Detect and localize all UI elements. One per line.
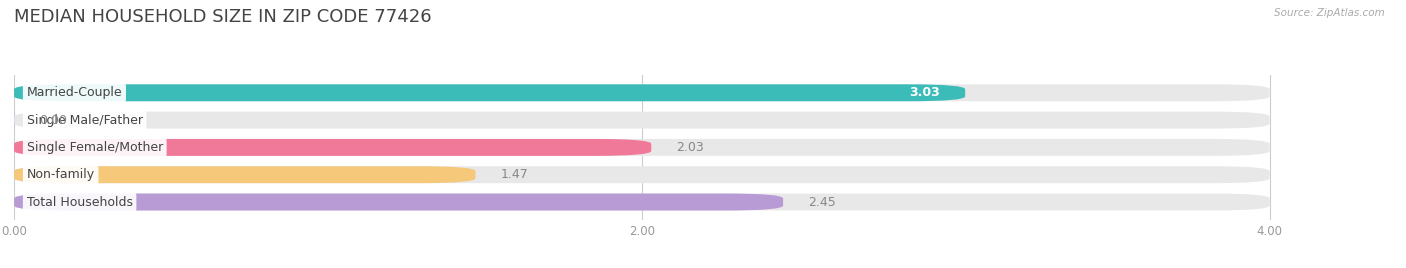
- Text: Single Male/Father: Single Male/Father: [27, 114, 142, 126]
- FancyBboxPatch shape: [14, 193, 1270, 210]
- Text: 2.45: 2.45: [808, 196, 837, 209]
- FancyBboxPatch shape: [14, 112, 1270, 129]
- Text: Single Female/Mother: Single Female/Mother: [27, 141, 163, 154]
- FancyBboxPatch shape: [14, 84, 1270, 101]
- Text: Source: ZipAtlas.com: Source: ZipAtlas.com: [1274, 8, 1385, 18]
- Text: MEDIAN HOUSEHOLD SIZE IN ZIP CODE 77426: MEDIAN HOUSEHOLD SIZE IN ZIP CODE 77426: [14, 8, 432, 26]
- Text: 3.03: 3.03: [910, 86, 941, 99]
- Text: 2.03: 2.03: [676, 141, 704, 154]
- Text: Married-Couple: Married-Couple: [27, 86, 122, 99]
- Text: 1.47: 1.47: [501, 168, 529, 181]
- FancyBboxPatch shape: [14, 84, 965, 101]
- FancyBboxPatch shape: [14, 166, 475, 183]
- FancyBboxPatch shape: [14, 139, 651, 156]
- FancyBboxPatch shape: [14, 166, 1270, 183]
- FancyBboxPatch shape: [14, 139, 1270, 156]
- Text: Total Households: Total Households: [27, 196, 132, 209]
- Text: Non-family: Non-family: [27, 168, 94, 181]
- FancyBboxPatch shape: [14, 193, 783, 210]
- Text: 0.00: 0.00: [39, 114, 67, 126]
